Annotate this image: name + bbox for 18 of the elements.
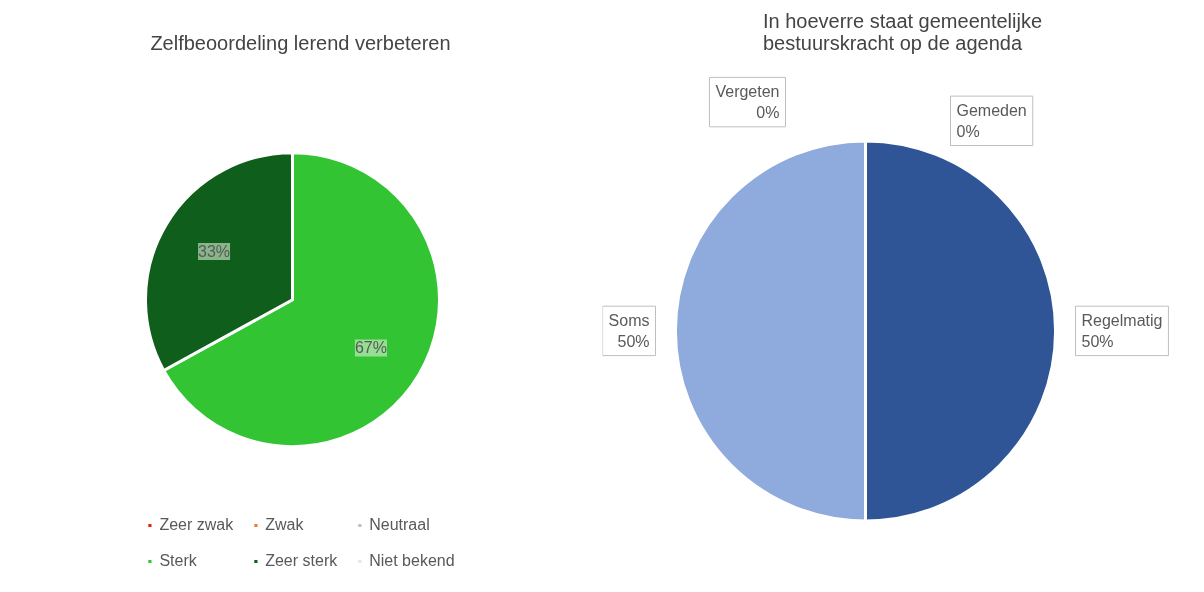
legend-label: Neutraal [369, 516, 430, 534]
legend-label: Zeer sterk [265, 552, 338, 570]
legend-label: Zwak [265, 516, 304, 534]
data-label: 67% [354, 339, 387, 357]
text: 0% [956, 122, 980, 140]
chart-title: Zelfbeoordeling lerend verbeteren [150, 31, 451, 54]
legend-label: Sterk [159, 552, 197, 570]
category-label: Vergeten [715, 83, 780, 101]
data-label: 50% [1081, 332, 1114, 350]
slice-label: Regelmatig [1081, 312, 1163, 330]
chart-title: In hoeverre staat gemeentelijke bestuurskracht op de agenda [762, 9, 1043, 54]
data-label: 50% [617, 332, 650, 350]
legend-label: Niet bekend [369, 552, 455, 570]
legend-label: Zeer zwak [159, 516, 234, 534]
data-label: 33% [198, 242, 231, 260]
category-label: Gemeden [956, 102, 1027, 120]
slice-label: Soms [608, 312, 650, 330]
text: 0% [756, 103, 780, 121]
